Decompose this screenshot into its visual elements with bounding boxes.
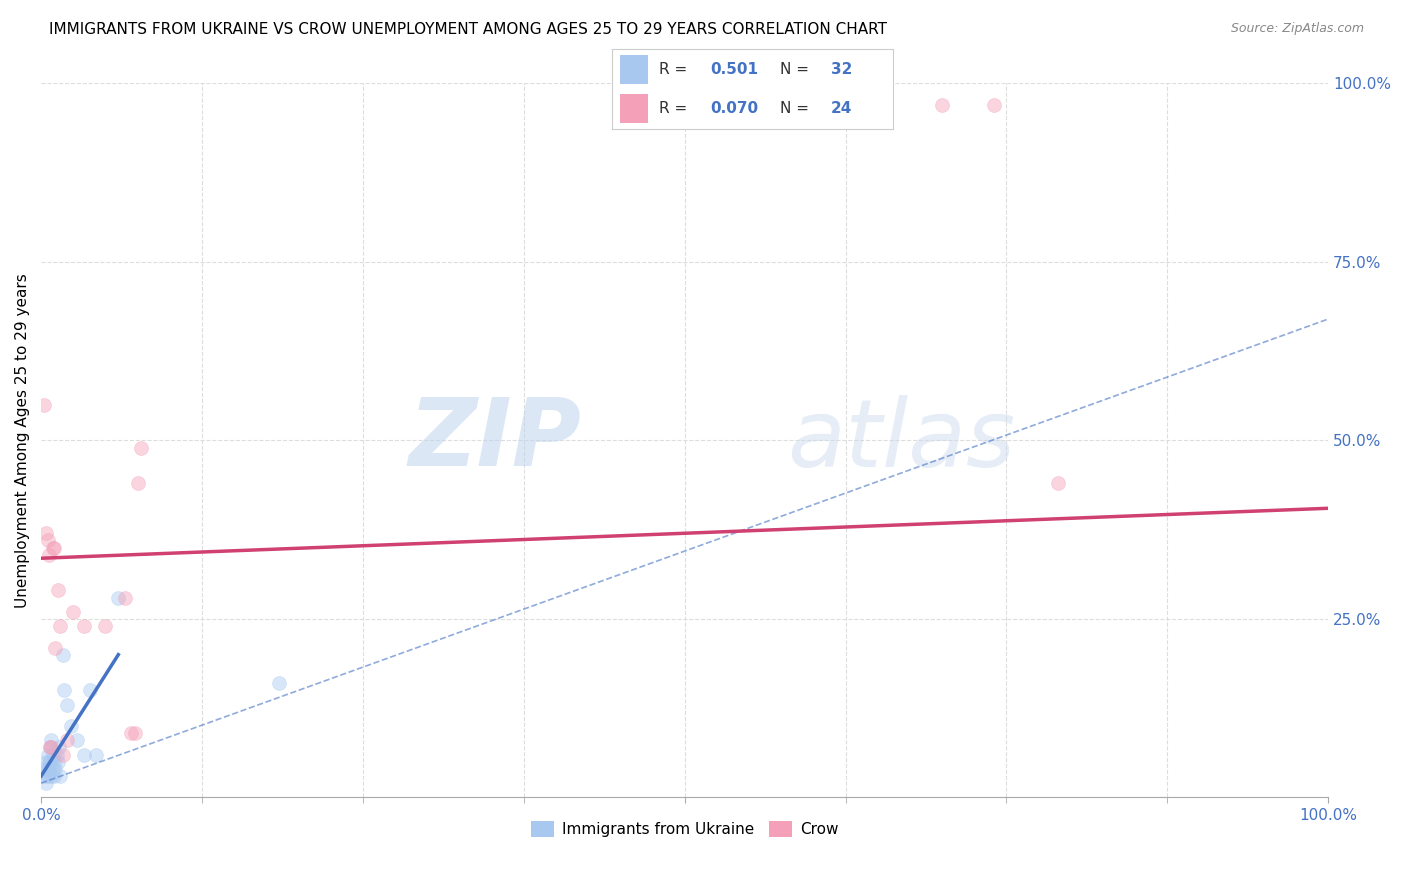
Text: 24: 24 [831,101,852,116]
Text: N =: N = [780,101,814,116]
Point [114,591,136,605]
Point [41,733,63,747]
Point [53,683,76,698]
Point [86,747,108,762]
Point [37,747,59,762]
Point [39,755,62,769]
Point [59,719,82,733]
Text: ZIP: ZIP [409,394,582,486]
Point [42,541,65,555]
Point [32,762,55,776]
Text: R =: R = [659,62,693,77]
Point [52,747,75,762]
Point [38,755,60,769]
Point [49,769,72,783]
FancyBboxPatch shape [620,55,648,85]
Point [44,762,66,776]
Point [983,98,1005,112]
Point [79,683,101,698]
Text: N =: N = [780,62,814,77]
Point [56,698,79,712]
Point [124,726,146,740]
Point [38,762,60,776]
Point [107,591,129,605]
Point [46,755,69,769]
Point [39,740,62,755]
Point [42,755,65,769]
Point [72,619,94,633]
Point [41,541,63,555]
Point [49,619,72,633]
Point [66,733,89,747]
Point [44,640,66,655]
Point [127,476,149,491]
Point [269,676,291,690]
Point [32,398,55,412]
Point [46,583,69,598]
Text: Source: ZipAtlas.com: Source: ZipAtlas.com [1230,22,1364,36]
Text: 32: 32 [831,62,852,77]
Text: 0.070: 0.070 [710,101,758,116]
Point [37,533,59,548]
Point [41,762,63,776]
Point [41,769,63,783]
Point [131,441,153,455]
Text: 0.501: 0.501 [710,62,758,77]
Point [35,526,58,541]
Point [35,776,58,790]
Point [1046,476,1069,491]
Point [41,740,63,755]
Point [39,740,62,755]
Point [56,733,79,747]
Point [38,548,60,562]
Point [52,648,75,662]
Point [37,762,59,776]
Text: atlas: atlas [787,395,1017,486]
Point [34,769,56,783]
Point [45,747,67,762]
Point [42,769,65,783]
Point [35,755,58,769]
FancyBboxPatch shape [620,94,648,123]
Point [94,619,117,633]
Legend: Immigrants from Ukraine, Crow: Immigrants from Ukraine, Crow [524,815,845,843]
Point [72,747,94,762]
Text: R =: R = [659,101,693,116]
Point [62,605,84,619]
Point [931,98,953,112]
Point [41,747,63,762]
Y-axis label: Unemployment Among Ages 25 to 29 years: Unemployment Among Ages 25 to 29 years [15,273,30,607]
Point [120,726,142,740]
Point [48,740,70,755]
Point [37,769,59,783]
Text: IMMIGRANTS FROM UKRAINE VS CROW UNEMPLOYMENT AMONG AGES 25 TO 29 YEARS CORRELATI: IMMIGRANTS FROM UKRAINE VS CROW UNEMPLOY… [49,22,887,37]
